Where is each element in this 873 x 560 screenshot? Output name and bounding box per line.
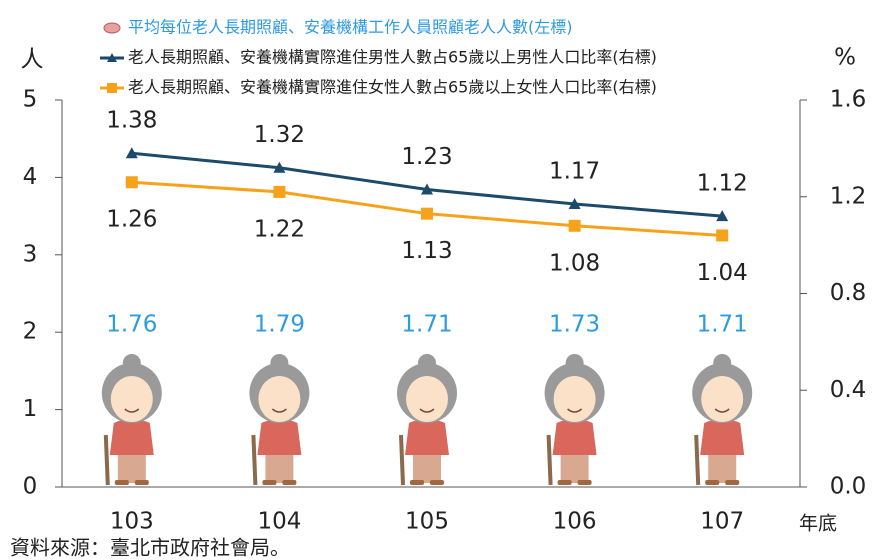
y-tick-label: 5 — [23, 87, 38, 113]
legend-marker — [107, 53, 117, 62]
shoes-l — [705, 480, 720, 485]
y2-axis-label: % — [834, 45, 856, 71]
y2-tick-label: 0.4 — [830, 377, 867, 403]
pictogram — [101, 354, 162, 486]
x-tick-label: 106 — [553, 509, 597, 535]
face — [553, 376, 596, 422]
y2-tick-label: 0.0 — [830, 474, 867, 500]
legend-marker — [107, 83, 117, 93]
value-label: 1.12 — [697, 171, 748, 197]
shoes-r — [282, 480, 297, 485]
marker — [421, 207, 433, 220]
cane — [103, 434, 110, 486]
marker — [716, 210, 729, 222]
bun — [418, 354, 436, 372]
legend-icon — [103, 22, 121, 34]
marker — [568, 219, 581, 232]
bun — [270, 354, 289, 372]
y2-tick-label: 0.8 — [830, 280, 867, 306]
value-label: 1.71 — [697, 312, 748, 338]
y-tick-label: 3 — [23, 241, 38, 267]
y2-tick-label: 1.2 — [830, 183, 867, 209]
marker — [273, 161, 286, 173]
y-axis-label: 人 — [21, 47, 44, 73]
smile — [419, 408, 435, 413]
value-label: 1.22 — [254, 216, 305, 242]
face — [110, 376, 153, 422]
legend-label: 老人長期照顧、安養機構實際進住男性人數占65歲以上男性人口比率(右標) — [128, 48, 657, 67]
marker — [421, 183, 433, 195]
body — [552, 419, 597, 455]
x-tick-label: 104 — [257, 509, 301, 535]
cane — [546, 434, 553, 486]
cane — [694, 434, 701, 486]
y-tick-label: 1 — [23, 396, 38, 422]
value-label: 1.13 — [401, 238, 452, 264]
pictogram — [692, 354, 753, 486]
smile — [567, 408, 583, 413]
value-label: 1.79 — [254, 312, 305, 338]
shoes-r — [134, 480, 149, 485]
marker — [716, 229, 729, 242]
legs — [560, 455, 589, 483]
marker — [273, 185, 286, 198]
y2-tick-label: 1.6 — [830, 87, 867, 113]
value-label: 1.26 — [106, 207, 157, 233]
marker — [125, 176, 138, 189]
value-label: 1.08 — [549, 250, 600, 276]
source: 資料來源：臺北市政府社會局。 — [10, 536, 290, 560]
body — [257, 419, 302, 455]
shoes-r — [725, 480, 740, 485]
pictogram — [249, 354, 310, 486]
body — [405, 419, 449, 455]
bun — [122, 354, 141, 372]
shoes-l — [114, 480, 129, 485]
pictogram — [544, 354, 605, 486]
marker — [125, 147, 138, 159]
smile — [271, 408, 287, 413]
body — [700, 419, 745, 455]
legs — [413, 455, 441, 483]
shoes-l — [262, 480, 277, 485]
x-axis-label: 年底 — [799, 513, 837, 535]
value-label: 1.04 — [697, 260, 748, 286]
smile — [124, 408, 140, 413]
shoes-l — [410, 480, 424, 485]
face — [406, 376, 448, 422]
shoes-l — [557, 480, 572, 485]
face — [258, 376, 301, 422]
value-label: 1.17 — [549, 159, 600, 185]
legend-label: 老人長期照顧、安養機構實際進住女性人數占65歲以上女性人口比率(右標) — [128, 78, 657, 97]
value-label: 1.73 — [549, 312, 600, 338]
shoes-r — [430, 480, 444, 485]
bun — [713, 354, 732, 372]
value-label: 1.71 — [401, 312, 452, 338]
cane — [399, 434, 405, 486]
pictogram — [397, 354, 457, 486]
x-tick-label: 103 — [110, 509, 154, 535]
value-label: 1.76 — [106, 312, 157, 338]
smile — [714, 408, 730, 413]
cane — [251, 434, 258, 486]
legs — [708, 455, 737, 483]
x-tick-label: 107 — [700, 509, 744, 535]
value-label: 1.23 — [401, 144, 452, 170]
shoes-r — [577, 480, 592, 485]
y-tick-label: 0 — [23, 474, 38, 500]
value-label: 1.38 — [106, 108, 157, 134]
value-label: 1.32 — [254, 122, 305, 148]
legend-label: 平均每位老人長期照顧、安養機構工作人員照顧老人人數(左標) — [128, 18, 573, 37]
legs — [265, 455, 294, 483]
y-tick-label: 4 — [23, 164, 38, 190]
y-tick-label: 2 — [23, 319, 38, 345]
face — [701, 376, 744, 422]
bun — [565, 354, 584, 372]
body — [109, 419, 154, 455]
legs — [117, 455, 146, 483]
marker — [568, 198, 581, 210]
x-tick-label: 105 — [405, 509, 449, 535]
